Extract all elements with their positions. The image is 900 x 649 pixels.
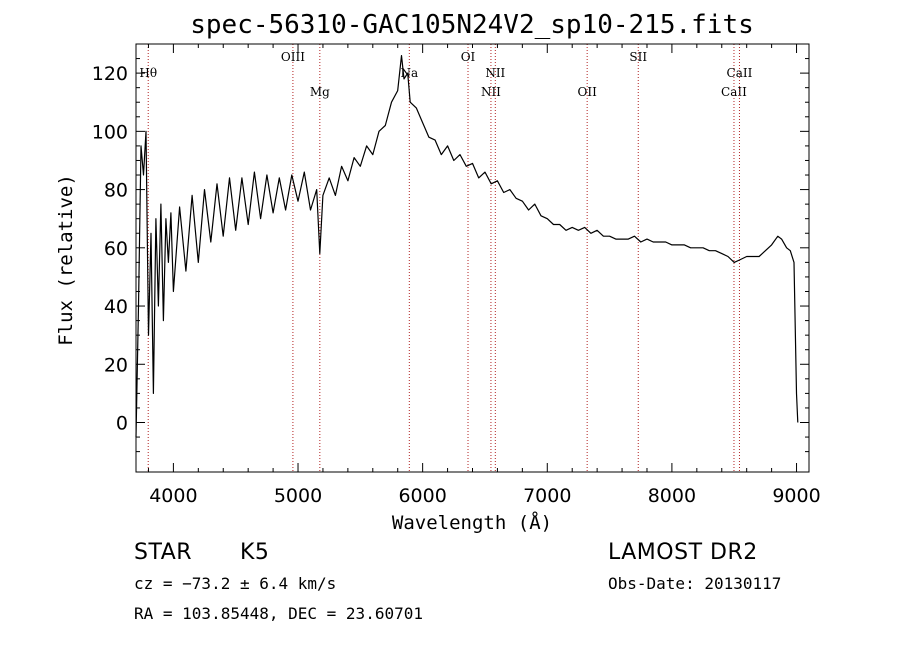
y-tick-label: 40 — [104, 296, 128, 318]
x-tick-label: 5000 — [274, 485, 322, 507]
x-axis-label: Wavelength (Å) — [392, 511, 552, 534]
spectral-line-label-9: CaII — [721, 85, 747, 99]
object-subclass: K5 — [240, 540, 270, 565]
y-tick-label: 120 — [92, 63, 128, 85]
object-class: STAR — [134, 540, 193, 565]
y-tick-label: 60 — [104, 238, 128, 260]
axis-ticks: 4000 5000 6000 7000 8000 9000 0 20 40 60 80 100 120 — [92, 44, 821, 507]
x-tick-label: 4000 — [149, 485, 197, 507]
observation-date: Obs-Date: 20130117 — [608, 574, 782, 593]
spectral-line-label-2: Mg — [310, 85, 330, 99]
radial-velocity: cz = −73.2 ± 6.4 km/s — [134, 574, 337, 593]
y-tick-label: 20 — [104, 354, 128, 376]
spectral-line-label-7: OII — [577, 85, 597, 99]
y-tick-label: 80 — [104, 180, 128, 202]
chart-title: spec-56310-GAC105N24V2_sp10-215.fits — [190, 10, 754, 40]
spectral-line-label-4: OI — [461, 50, 476, 64]
x-tick-label: 6000 — [398, 485, 446, 507]
spectrum-line-0 — [135, 55, 799, 438]
spectral-line-label-6: NII — [485, 66, 505, 80]
spectral-line-label-8: SII — [629, 50, 647, 64]
spectral-line-label-5: NII — [481, 85, 501, 99]
y-axis-label: Flux (relative) — [55, 174, 77, 346]
survey-name: LAMOST DR2 — [608, 540, 758, 565]
spectral-line-label-10: CaII — [727, 66, 753, 80]
y-tick-label: 0 — [116, 413, 128, 435]
coordinates: RA = 103.85448, DEC = 23.60701 — [134, 604, 423, 623]
spectrum-series — [135, 55, 799, 438]
plot-frame — [135, 43, 810, 473]
spectral-line-label-0: Hθ — [139, 66, 157, 80]
y-tick-label: 100 — [92, 121, 128, 143]
spectral-line-label-1: OIII — [281, 50, 305, 64]
x-tick-label: 7000 — [523, 485, 571, 507]
x-tick-label: 8000 — [648, 485, 696, 507]
x-tick-label: 9000 — [772, 485, 820, 507]
